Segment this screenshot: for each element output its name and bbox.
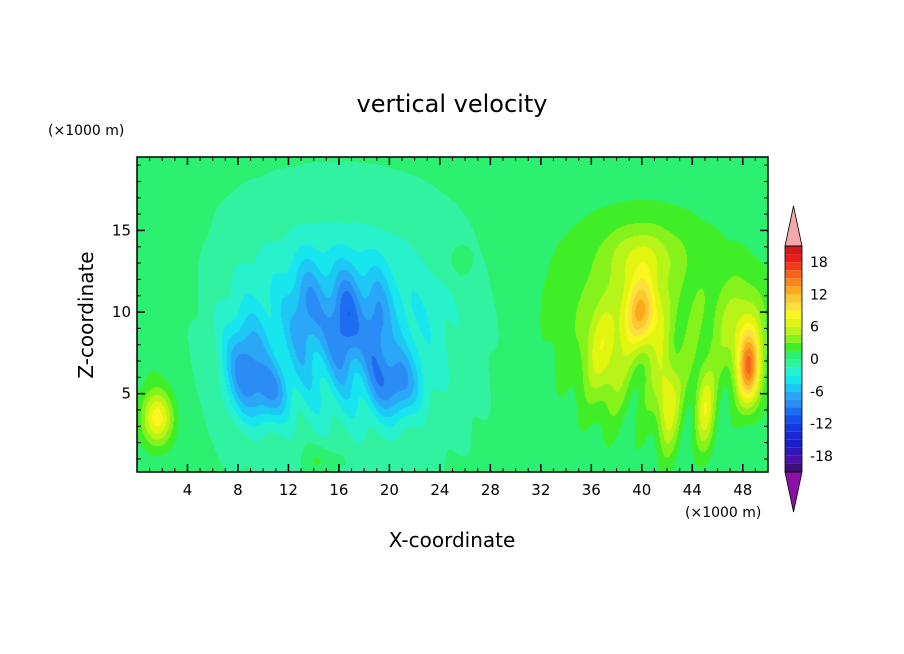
colorbar-band: [785, 407, 802, 416]
colorbar-band: [785, 278, 802, 287]
colorbar-extend-max: [784, 205, 803, 247]
colorbar-band: [785, 431, 802, 440]
colorbar-band: [785, 310, 802, 319]
y-tick-label: 5: [121, 385, 131, 403]
chart-title: vertical velocity: [357, 90, 548, 118]
colorbar-band: [785, 359, 802, 368]
colorbar-label: 6: [810, 320, 819, 336]
colorbar: 18 12 6 0 -6 -12 -18: [784, 205, 833, 513]
colorbar-frame: [784, 245, 803, 473]
colorbar-band: [785, 391, 802, 400]
x-tick-label: 48: [733, 481, 752, 499]
colorbar-band: [785, 375, 802, 384]
colorbar-band: [785, 294, 802, 303]
velocity-field: [137, 157, 768, 472]
colorbar-band: [785, 439, 802, 448]
colorbar-band: [785, 334, 802, 343]
colorbar-label: 12: [810, 287, 828, 303]
plot-area: [136, 156, 769, 473]
x-axis-label: X-coordinate: [389, 528, 516, 552]
colorbar-band: [785, 423, 802, 432]
colorbar-band: [785, 246, 802, 255]
y-axis-label: Z-coordinate: [74, 251, 98, 378]
colorbar-band: [785, 342, 802, 351]
x-axis: 4 8 12 16 20 24 28 32 36 40 44 48: [149, 157, 756, 499]
colorbar-band: [785, 455, 802, 464]
x-tick-label: 20: [380, 481, 399, 499]
colorbar-band: [785, 326, 802, 335]
colorbar-label: 18: [810, 255, 828, 271]
colorbar-band: [785, 254, 802, 263]
colorbar-label: -18: [810, 449, 833, 465]
colorbar-label: -12: [810, 417, 833, 433]
y-axis: 5 10 15: [112, 164, 768, 460]
colorbar-label: 0: [810, 352, 819, 368]
colorbar-label: -6: [810, 384, 824, 400]
colorbar-band: [785, 399, 802, 408]
colorbar-band: [785, 318, 802, 327]
x-tick-label: 16: [329, 481, 348, 499]
colorbar-band: [785, 302, 802, 311]
colorbar-band: [785, 350, 802, 359]
colorbar-band: [785, 367, 802, 376]
colorbar-band: [785, 270, 802, 279]
x-tick-label: 8: [233, 481, 243, 499]
x-tick-label: 24: [430, 481, 449, 499]
x-tick-label: 12: [279, 481, 298, 499]
x-tick-label: 4: [183, 481, 193, 499]
y-tick-label: 15: [112, 221, 131, 239]
x-tick-label: 36: [582, 481, 601, 499]
x-tick-label: 44: [683, 481, 702, 499]
colorbar-band: [785, 463, 802, 472]
y-unit-label: (×1000 m): [48, 123, 124, 139]
x-tick-label: 40: [632, 481, 651, 499]
colorbar-band: [785, 262, 802, 271]
colorbar-band: [785, 415, 802, 424]
colorbar-extend-min: [784, 471, 803, 513]
colorbar-band: [785, 383, 802, 392]
colorbar-band: [785, 286, 802, 295]
x-tick-label: 32: [531, 481, 550, 499]
x-unit-label: (×1000 m): [685, 505, 761, 521]
colorbar-band: [785, 447, 802, 456]
y-tick-label: 10: [112, 303, 131, 321]
x-tick-label: 28: [481, 481, 500, 499]
